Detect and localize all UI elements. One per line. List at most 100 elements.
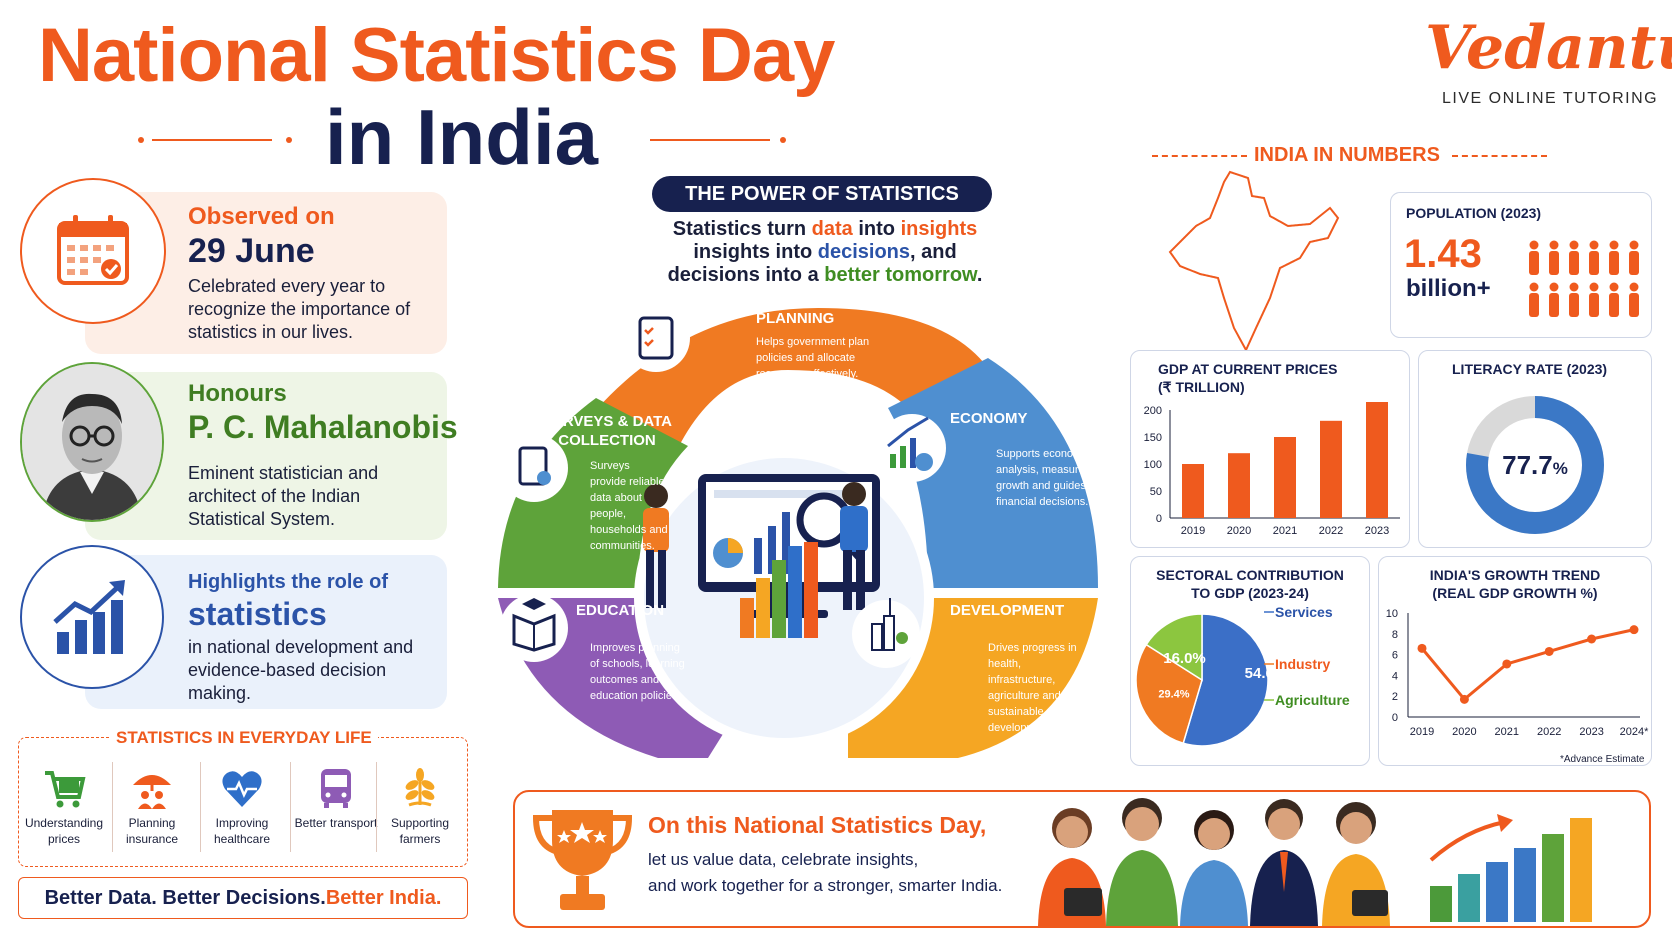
gdp-chart-title: GDP AT CURRENT PRICES bbox=[1158, 361, 1338, 377]
pie-value-label: 16.0% bbox=[1163, 650, 1206, 667]
people-icon bbox=[1529, 240, 1639, 317]
divider-line bbox=[650, 139, 770, 141]
literacy-value: 77.7 bbox=[1502, 450, 1553, 480]
umbrella-icon bbox=[133, 775, 171, 809]
data-point bbox=[1587, 634, 1597, 644]
survey-icon bbox=[518, 446, 548, 486]
y-tick-label: 100 bbox=[1144, 459, 1162, 471]
banner-title: On this National Statistics Day, bbox=[648, 812, 987, 838]
literacy-unit: % bbox=[1552, 459, 1568, 478]
x-tick-label: 2024* bbox=[1620, 726, 1649, 738]
tagline-part2: Better India. bbox=[325, 886, 442, 909]
growth-chart-note: *Advance Estimate bbox=[1560, 754, 1645, 765]
honours-name: P. C. Mahalanobis bbox=[188, 409, 458, 445]
x-tick-label: 2019 bbox=[1181, 525, 1205, 537]
divider bbox=[1452, 155, 1547, 157]
x-tick-label: 2021 bbox=[1273, 525, 1297, 537]
everyday-item-transport: Better transport bbox=[292, 765, 380, 831]
banner-line2: and work together for a stronger, smarte… bbox=[648, 876, 1003, 895]
x-tick-label: 2020 bbox=[1452, 726, 1476, 738]
brand-tagline: LIVE ONLINE TUTORING bbox=[1442, 90, 1659, 107]
brand-logo[interactable]: Vedantu bbox=[1425, 13, 1672, 83]
segment-planning-title: PLANNING bbox=[756, 310, 835, 327]
tagline-box: Better Data. Better Decisions. Better In… bbox=[18, 877, 468, 919]
divider-dot bbox=[286, 137, 292, 143]
clipboard-icon bbox=[638, 316, 674, 360]
pie-slice bbox=[1182, 613, 1269, 747]
data-point bbox=[1629, 625, 1639, 635]
divider-dot bbox=[138, 137, 144, 143]
everyday-label: Understanding prices bbox=[24, 816, 104, 846]
gdp-bar-chart: 200 150 100 50 0 2019 2020 2021 2022 2023 bbox=[1144, 402, 1400, 537]
x-tick-label: 2020 bbox=[1227, 525, 1251, 537]
pie-slice bbox=[1135, 643, 1203, 745]
highlights-text: in national development and evidence-bas… bbox=[188, 637, 414, 703]
gdp-chart-box bbox=[1130, 350, 1410, 548]
y-tick-label: 50 bbox=[1150, 486, 1162, 498]
everyday-title: STATISTICS IN EVERYDAY LIFE bbox=[110, 728, 378, 748]
segment-planning-desc: Helps government plan policies and alloc… bbox=[756, 336, 870, 380]
segment-development-title: DEVELOPMENT bbox=[950, 602, 1065, 619]
pie-slice-name: Industry bbox=[1275, 656, 1330, 672]
y-tick-label: 0 bbox=[1156, 513, 1162, 525]
everyday-item-insurance: Planning insurance bbox=[108, 765, 196, 847]
divider-dot bbox=[780, 137, 786, 143]
growth-chart-icon bbox=[53, 580, 125, 654]
segment-economy bbox=[888, 358, 1098, 588]
y-tick-label: 150 bbox=[1144, 432, 1162, 444]
page-title-line1: National Statistics Day bbox=[38, 13, 835, 98]
portrait-image bbox=[22, 364, 162, 520]
people-group-illustration bbox=[1038, 798, 1390, 926]
pie-slice bbox=[1145, 613, 1203, 682]
bar bbox=[1274, 437, 1296, 518]
literacy-value-wrap: 77.7% bbox=[1482, 450, 1588, 481]
segment-education-title: EDUCATION bbox=[576, 602, 665, 619]
population-unit: billion+ bbox=[1406, 275, 1491, 302]
calendar-icon bbox=[57, 215, 129, 285]
x-tick-label: 2019 bbox=[1410, 726, 1434, 738]
growth-chart-subtitle: (REAL GDP GROWTH %) bbox=[1432, 585, 1598, 601]
calendar-badge bbox=[20, 178, 166, 324]
plant-icon bbox=[405, 768, 435, 807]
tagline-part1: Better Data. Better Decisions. bbox=[44, 886, 326, 909]
observed-heading: Observed on bbox=[188, 203, 335, 230]
everyday-item-farmers: Supporting farmers bbox=[376, 765, 464, 847]
pie-value-label: 54.6% bbox=[1245, 665, 1288, 682]
power-title: THE POWER OF STATISTICS bbox=[652, 176, 992, 212]
trophy-icon bbox=[532, 810, 633, 910]
y-tick-label: 4 bbox=[1392, 670, 1398, 682]
segment-development bbox=[848, 598, 1098, 758]
highlights-big: statistics bbox=[188, 596, 327, 632]
numbers-title: INDIA IN NUMBERS bbox=[1254, 144, 1440, 166]
banner-line1: let us value data, celebrate insights, bbox=[648, 850, 919, 869]
divider-line bbox=[152, 139, 272, 141]
everyday-item-prices: Understanding prices bbox=[20, 765, 108, 847]
heart-icon bbox=[222, 771, 262, 807]
y-tick-label: 2 bbox=[1392, 691, 1398, 703]
segment-planning bbox=[596, 308, 988, 448]
population-label: POPULATION (2023) bbox=[1406, 205, 1542, 221]
power-wheel bbox=[498, 304, 1098, 758]
divider bbox=[1152, 155, 1247, 157]
pie-slice-name: Services bbox=[1275, 604, 1333, 620]
page-title-line2: in India bbox=[325, 93, 598, 181]
bus-icon bbox=[321, 769, 351, 808]
donut-value-arc bbox=[1466, 396, 1604, 534]
segment-surveys bbox=[498, 398, 688, 588]
segment-surveys-title: SURVEYS & DATA COLLECTION bbox=[541, 413, 673, 449]
series-line bbox=[1420, 628, 1635, 702]
pie-slice-name: Agriculture bbox=[1275, 692, 1350, 708]
everyday-label: Improving healthcare bbox=[213, 816, 271, 846]
y-tick-label: 10 bbox=[1386, 608, 1398, 620]
portrait-badge bbox=[20, 362, 164, 522]
segment-economy-desc: Supports economic analysis, measures gro… bbox=[996, 448, 1091, 508]
honours-heading: Honours bbox=[188, 380, 287, 407]
india-map bbox=[1168, 170, 1340, 353]
divider bbox=[376, 762, 377, 852]
x-tick-label: 2021 bbox=[1495, 726, 1519, 738]
data-point bbox=[1502, 659, 1512, 669]
segment-education-desc: Improves planning of schools, learning o… bbox=[590, 642, 685, 702]
y-tick-label: 200 bbox=[1144, 405, 1162, 417]
growth-chart-title: INDIA'S GROWTH TREND bbox=[1429, 567, 1601, 583]
divider bbox=[200, 762, 201, 852]
